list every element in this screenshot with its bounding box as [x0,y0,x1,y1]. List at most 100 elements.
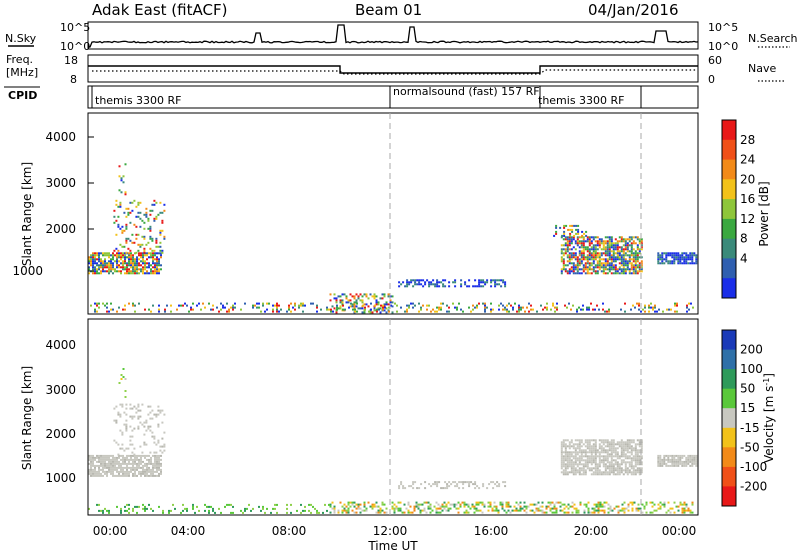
range-gate-cell [96,264,98,267]
range-gate-cell [146,258,148,261]
range-gate-cell [158,304,160,307]
range-gate-cell [478,285,481,288]
range-gate-cell [190,308,192,311]
range-gate-cell [466,481,469,484]
range-gate-cell [559,501,562,504]
range-gate-cell [96,474,98,477]
colorbar-swatch [722,179,736,200]
range-gate-cell [121,431,124,434]
range-gate-cell [336,308,338,311]
range-gate-cell [658,308,660,311]
range-gate-cell [559,505,562,508]
range-gate-cell [606,250,609,253]
range-gate-cell [612,244,615,247]
range-gate-cell [121,403,124,406]
range-gate-cell [566,248,569,251]
range-gate-cell [675,256,678,259]
range-gate-cell [349,293,352,296]
range-gate-cell [357,505,360,508]
range-gate-cell [481,503,484,506]
range-gate-cell [407,509,410,512]
range-gate-cell [571,230,574,233]
range-gate-cell [126,268,128,271]
range-gate-cell [616,270,619,273]
range-gate-cell [407,503,410,506]
range-gate-cell [132,270,134,273]
range-gate-cell [685,252,688,255]
range-gate-cell [519,507,522,510]
range-gate-cell [604,252,607,255]
colorbar-swatch [722,447,736,468]
range-gate-cell [683,260,686,263]
range-gate-cell [384,306,386,309]
range-gate-cell [106,466,108,469]
range-gate-cell [426,304,428,307]
range-gate-cell [673,252,676,255]
range-gate-cell [108,511,110,514]
range-gate-cell [359,293,362,296]
range-gate-cell [142,454,144,457]
range-gate-cell [590,445,593,448]
range-gate-cell [491,507,494,510]
range-gate-cell [638,469,641,472]
nsky-line [88,24,699,48]
range-gate-cell [427,501,430,504]
range-gate-cell [572,304,574,307]
range-gate-cell [136,466,138,469]
range-gate-cell [569,234,572,237]
range-gate-cell [136,272,138,275]
range-gate-cell [361,299,364,302]
range-gate-cell [587,511,590,514]
range-gate-cell [182,503,184,506]
range-gate-cell [685,503,688,506]
range-gate-cell [486,279,489,282]
freq-tick-top: 18 [64,54,78,67]
range-gate-cell [636,266,639,269]
range-gate-cell [581,230,584,233]
range-gate-cell [120,256,122,259]
range-gate-cell [638,238,641,241]
range-gate-cell [347,503,350,506]
range-gate-cell [604,260,607,263]
range-gate-cell [685,509,688,512]
range-gate-cell [142,266,144,269]
range-gate-cell [565,505,568,508]
range-gate-cell [606,272,609,275]
range-gate-cell [116,456,118,459]
range-gate-cell [371,295,374,298]
range-gate-cell [578,471,581,474]
range-gate-cell [507,509,510,512]
range-gate-cell [610,469,613,472]
range-gate-cell [158,456,160,459]
range-gate-cell [675,254,678,257]
range-gate-cell [98,458,100,461]
range-gate-cell [570,254,573,257]
range-gate-cell [121,443,124,446]
range-gate-cell [96,302,98,305]
range-gate-cell [559,509,562,512]
range-gate-cell [596,256,599,259]
range-gate-cell [347,511,350,514]
range-gate-cell [572,246,575,249]
range-gate-cell [156,258,158,261]
range-gate-cell [596,252,599,255]
range-gate-cell [640,264,643,267]
range-gate-cell [94,272,96,275]
range-gate-cell [578,250,581,253]
range-gate-cell [578,449,581,452]
range-gate-cell [425,501,428,504]
range-gate-cell [588,451,591,454]
range-gate-cell [110,468,112,471]
range-gate-cell [102,464,104,467]
range-gate-cell [576,457,579,460]
range-gate-cell [127,207,130,210]
range-gate-cell [616,465,619,468]
range-gate-cell [580,268,583,271]
range-gate-cell [337,307,340,310]
range-gate-cell [96,304,98,307]
range-gate-cell [566,306,568,309]
range-gate-cell [597,507,600,510]
range-gate-cell [570,459,573,462]
range-gate-cell [433,505,436,508]
range-gate-cell [96,460,98,463]
